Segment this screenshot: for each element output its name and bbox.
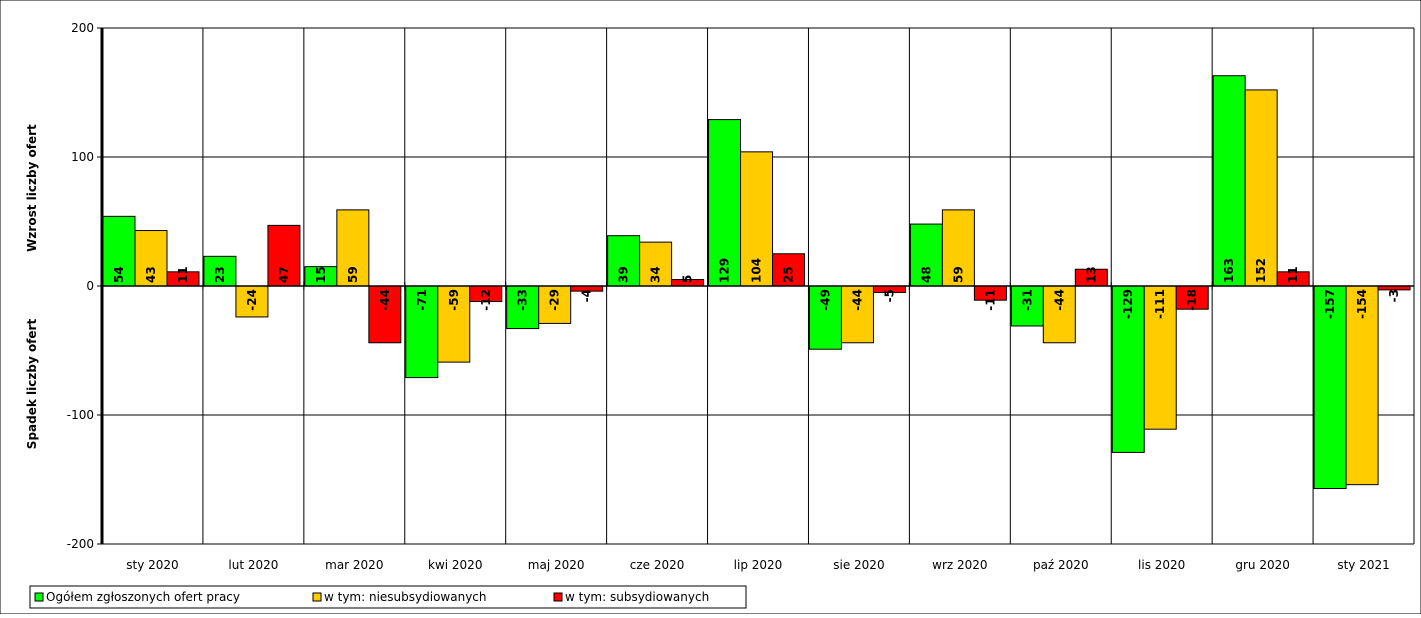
data-label: 129 (718, 258, 732, 283)
legend-label: w tym: subsydiowanych (565, 590, 709, 604)
bar-unsubsidized (1244, 89, 1278, 287)
legend-label: w tym: niesubsydiowanych (324, 590, 487, 604)
bar-total (808, 285, 842, 350)
data-label: 48 (919, 266, 933, 283)
data-label: -4 (580, 289, 594, 302)
bar-subsidized (267, 224, 301, 287)
bar-total (1212, 75, 1246, 287)
y-axis-label-decrease: Spadek liczby ofert (25, 319, 39, 450)
data-label: 25 (782, 266, 796, 283)
data-label: 15 (314, 266, 328, 283)
x-tick-label: sty 2021 (1337, 558, 1389, 572)
y-tick-label: 100 (71, 150, 94, 164)
bar-total (909, 223, 943, 287)
x-tick-label: lis 2020 (1138, 558, 1185, 572)
legend-label: Ogółem zgłoszonych ofert pracy (46, 590, 240, 604)
data-label: 152 (1254, 258, 1268, 283)
data-label: -24 (245, 289, 259, 311)
bar-unsubsidized (235, 285, 269, 318)
bar-subsidized (772, 253, 806, 287)
data-label: -111 (1153, 289, 1167, 319)
bar-total (203, 255, 237, 287)
data-label: -12 (479, 289, 493, 311)
bar-unsubsidized (840, 285, 874, 344)
x-tick-label: lip 2020 (734, 558, 783, 572)
data-label: -3 (1387, 289, 1401, 302)
data-label: -44 (1052, 289, 1066, 311)
x-tick-label: maj 2020 (528, 558, 585, 572)
bar-unsubsidized (134, 230, 168, 287)
data-label: -59 (447, 289, 461, 311)
data-label: 11 (176, 266, 190, 283)
data-label: 104 (750, 258, 764, 283)
data-label: 54 (112, 266, 126, 283)
data-label: 47 (277, 266, 291, 283)
data-label: 59 (951, 266, 965, 283)
bar-total (607, 235, 641, 287)
data-label: -49 (818, 289, 832, 311)
bar-total (1111, 285, 1145, 453)
bar-unsubsidized (336, 209, 370, 287)
data-label: 59 (346, 266, 360, 283)
legend-box (29, 585, 747, 609)
y-axis-label-increase: Wzrost liczby ofert (25, 124, 39, 252)
bar-total (506, 285, 540, 330)
y-tick-label: 200 (71, 21, 94, 35)
legend: Ogółem zgłoszonych ofert pracy w tym: nie… (29, 585, 747, 609)
x-tick-label: sty 2020 (126, 558, 178, 572)
x-tick-label: wrz 2020 (932, 558, 987, 572)
legend-swatch (34, 592, 44, 602)
legend-swatch (312, 592, 322, 602)
data-label: -5 (882, 289, 896, 302)
bar-unsubsidized (437, 285, 471, 363)
data-label: -11 (983, 289, 997, 311)
data-label: 43 (144, 266, 158, 283)
x-tick-label: paź 2020 (1033, 558, 1089, 572)
x-tick-label: sie 2020 (833, 558, 884, 572)
bar-unsubsidized (538, 285, 572, 324)
data-label: -29 (548, 289, 562, 311)
data-label: -33 (516, 289, 530, 311)
x-tick-label: kwi 2020 (428, 558, 482, 572)
legend-swatch (553, 592, 563, 602)
data-label: 34 (649, 266, 663, 283)
data-label: -129 (1121, 289, 1135, 319)
data-label: -31 (1020, 289, 1034, 311)
data-label: 11 (1286, 266, 1300, 283)
data-label: 23 (213, 266, 227, 283)
x-tick-label: cze 2020 (630, 558, 685, 572)
bar-unsubsidized (1143, 285, 1177, 430)
data-label: -44 (378, 289, 392, 311)
y-tick-label: -100 (67, 408, 94, 422)
data-label: 13 (1084, 266, 1098, 283)
data-label: 163 (1222, 258, 1236, 283)
data-label: -157 (1323, 289, 1337, 319)
x-tick-label: gru 2020 (1235, 558, 1290, 572)
data-label: -44 (850, 289, 864, 311)
data-label: 39 (617, 266, 631, 283)
bar-unsubsidized (639, 241, 673, 287)
bar-total (708, 119, 742, 287)
x-tick-label: mar 2020 (325, 558, 383, 572)
data-label: -18 (1185, 289, 1199, 311)
data-label: 5 (681, 275, 695, 283)
x-tick-label: lut 2020 (228, 558, 278, 572)
data-label: -71 (415, 289, 429, 311)
data-label: -154 (1355, 289, 1369, 319)
y-tick-label: 0 (86, 279, 94, 293)
y-tick-label: -200 (67, 537, 94, 551)
